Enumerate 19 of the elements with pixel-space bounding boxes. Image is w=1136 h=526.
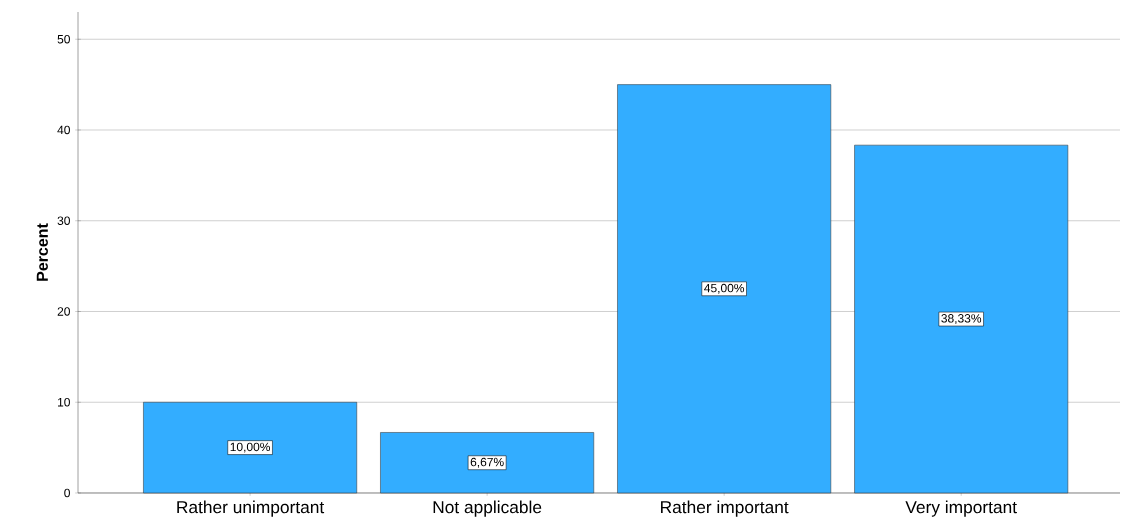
y-tick-label: 50: [57, 34, 70, 44]
x-tick-label: Not applicable: [433, 500, 542, 517]
y-tick-label: 30: [57, 216, 70, 225]
bar: [380, 432, 595, 494]
x-tick-label: Very important: [905, 500, 1017, 517]
data-label: 6,67%: [470, 457, 504, 468]
bar: [854, 144, 1069, 494]
y-tick-label: 40: [57, 125, 70, 135]
x-tick-label: Rather unimportant: [177, 500, 325, 517]
x-tick-label: Rather important: [661, 500, 789, 517]
y-axis-title: Percent: [36, 223, 48, 281]
data-label: 38,33%: [941, 314, 982, 325]
bar: [617, 84, 832, 494]
bar: [143, 401, 358, 494]
data-label: 10,00%: [230, 442, 271, 453]
y-tick-label: 10: [58, 397, 70, 407]
y-tick-label: 0: [64, 488, 70, 498]
y-tick-label: 20: [57, 307, 70, 316]
data-label: 45,00%: [704, 283, 745, 294]
